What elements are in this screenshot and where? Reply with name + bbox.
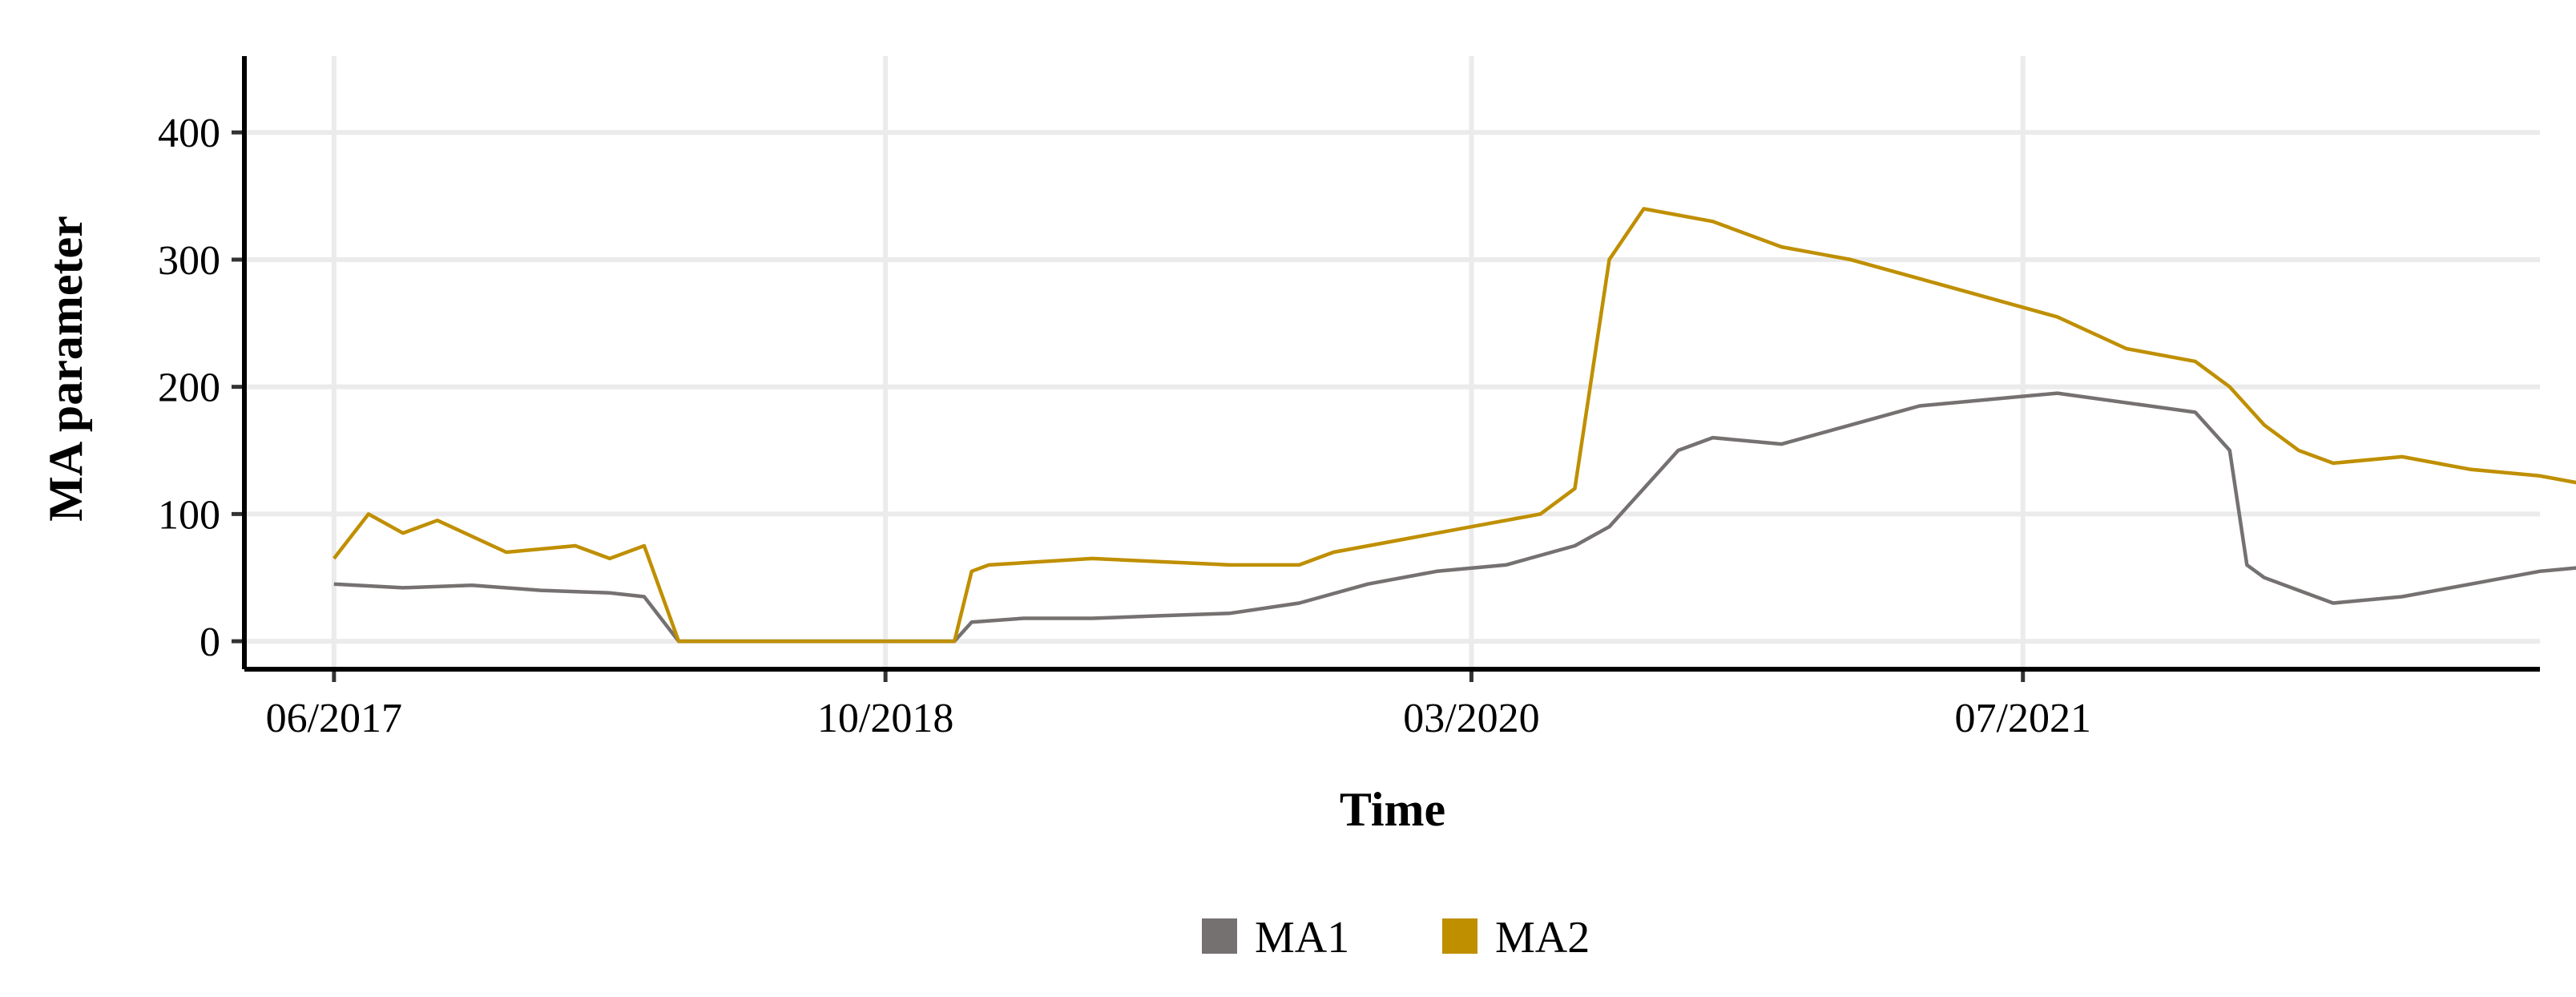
- y-tick-label: 100: [158, 492, 220, 538]
- y-tick-label: 200: [158, 365, 220, 411]
- grid-lines: [244, 56, 2540, 669]
- x-axis-title: Time: [1340, 783, 1445, 836]
- axes: [232, 56, 2540, 682]
- series-line-ma2: [333, 207, 2576, 644]
- y-tick-label: 0: [200, 620, 220, 665]
- x-tick-label: 03/2020: [1403, 696, 1539, 741]
- legend-swatch-ma1: [1202, 918, 1237, 954]
- y-axis-title: MA parameter: [39, 216, 92, 522]
- series-line-ma1: [333, 391, 2576, 644]
- legend-swatch-ma2: [1442, 918, 1477, 954]
- x-tick-label: 07/2021: [1955, 696, 2091, 741]
- x-axis-tick-labels: 06/2017 10/2018 03/2020 07/2021: [266, 696, 2091, 741]
- x-tick-label: 10/2018: [817, 696, 953, 741]
- y-tick-label: 300: [158, 238, 220, 284]
- legend: MA1 MA2: [1202, 913, 1590, 963]
- y-axis-tick-labels: 0 100 200 300 400: [158, 111, 220, 665]
- y-tick-label: 400: [158, 111, 220, 156]
- legend-label-ma1: MA1: [1255, 913, 1349, 963]
- series-lines: [333, 207, 2576, 644]
- legend-label-ma2: MA2: [1495, 913, 1590, 963]
- x-tick-label: 06/2017: [266, 696, 402, 741]
